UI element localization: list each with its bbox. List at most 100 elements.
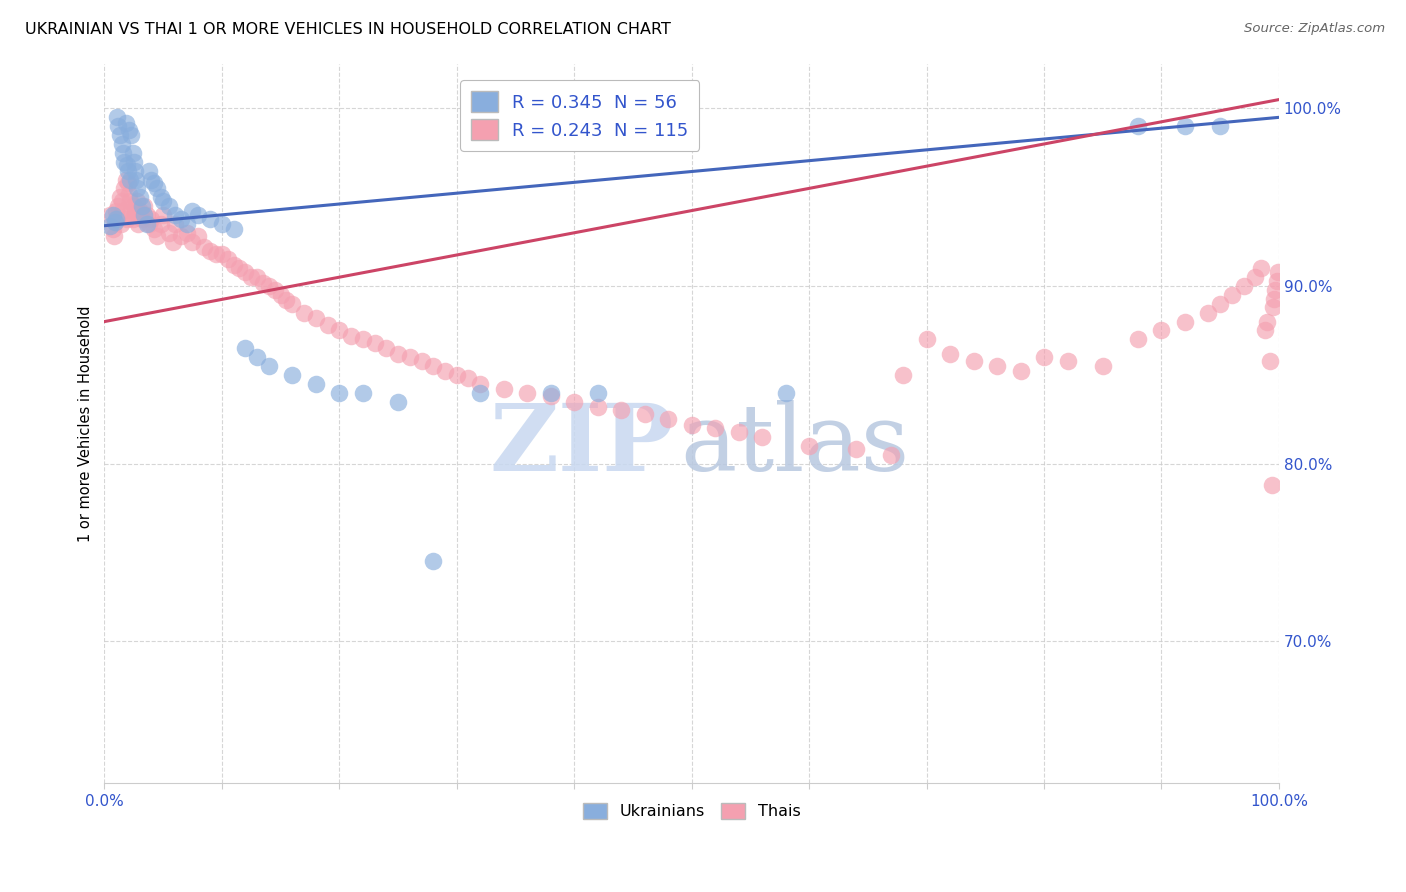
Point [120, 172, 142, 186]
Point [138, 217, 160, 231]
Point [101, 222, 124, 236]
Point [1263, 292, 1285, 306]
Point [131, 199, 153, 213]
Point [124, 204, 146, 219]
Point [141, 172, 163, 186]
Point [110, 217, 132, 231]
Point [270, 288, 292, 302]
Point [457, 371, 479, 385]
Point [163, 217, 186, 231]
Point [117, 163, 139, 178]
Point [111, 194, 134, 208]
Point [101, 208, 124, 222]
Point [117, 176, 139, 190]
Point [540, 389, 562, 403]
Point [114, 116, 136, 130]
Point [1033, 350, 1056, 364]
Point [157, 199, 180, 213]
Point [634, 407, 657, 421]
Point [105, 111, 128, 125]
Point [797, 439, 820, 453]
Point [198, 211, 221, 226]
Point [112, 154, 135, 169]
Point [112, 181, 135, 195]
Point [105, 211, 128, 226]
Point [104, 215, 127, 229]
Point [135, 217, 157, 231]
Point [146, 229, 169, 244]
Point [986, 359, 1008, 373]
Point [340, 328, 363, 343]
Point [115, 158, 138, 172]
Point [1220, 288, 1243, 302]
Legend: Ukrainians, Thais: Ukrainians, Thais [576, 797, 807, 826]
Text: atlas: atlas [681, 401, 910, 491]
Point [586, 385, 609, 400]
Point [281, 297, 304, 311]
Point [240, 270, 263, 285]
Point [135, 208, 157, 222]
Point [138, 163, 160, 178]
Point [1250, 261, 1272, 276]
Point [375, 341, 398, 355]
Point [107, 120, 129, 134]
Point [121, 211, 143, 226]
Point [316, 318, 339, 333]
Point [134, 208, 156, 222]
Point [891, 368, 914, 382]
Point [252, 276, 274, 290]
Point [124, 163, 146, 178]
Point [125, 208, 148, 222]
Point [281, 368, 304, 382]
Point [222, 222, 245, 236]
Point [222, 258, 245, 272]
Point [387, 346, 409, 360]
Point [704, 421, 727, 435]
Point [120, 128, 142, 142]
Point [328, 385, 350, 400]
Point [228, 261, 250, 276]
Point [98, 219, 121, 233]
Point [422, 359, 444, 373]
Point [492, 382, 515, 396]
Point [122, 199, 145, 213]
Point [880, 448, 903, 462]
Point [751, 430, 773, 444]
Point [1261, 478, 1284, 492]
Text: ZIP: ZIP [489, 401, 673, 491]
Point [915, 332, 938, 346]
Point [1091, 359, 1114, 373]
Point [1209, 297, 1232, 311]
Point [939, 346, 962, 360]
Point [134, 199, 156, 213]
Point [211, 247, 233, 261]
Point [120, 204, 142, 219]
Point [187, 208, 209, 222]
Point [170, 229, 193, 244]
Point [1233, 279, 1256, 293]
Point [398, 350, 420, 364]
Point [233, 265, 256, 279]
Point [131, 211, 153, 226]
Point [257, 359, 280, 373]
Point [205, 247, 228, 261]
Point [470, 385, 492, 400]
Point [1197, 306, 1219, 320]
Point [1126, 332, 1149, 346]
Point [181, 204, 204, 219]
Point [104, 215, 127, 229]
Point [112, 145, 135, 160]
Point [149, 190, 172, 204]
Point [1265, 274, 1288, 288]
Point [127, 194, 149, 208]
Point [305, 376, 328, 391]
Point [657, 412, 679, 426]
Point [176, 217, 198, 231]
Point [149, 217, 172, 231]
Point [363, 335, 385, 350]
Point [962, 353, 984, 368]
Point [187, 229, 209, 244]
Point [292, 306, 315, 320]
Point [610, 403, 633, 417]
Text: Source: ZipAtlas.com: Source: ZipAtlas.com [1244, 22, 1385, 36]
